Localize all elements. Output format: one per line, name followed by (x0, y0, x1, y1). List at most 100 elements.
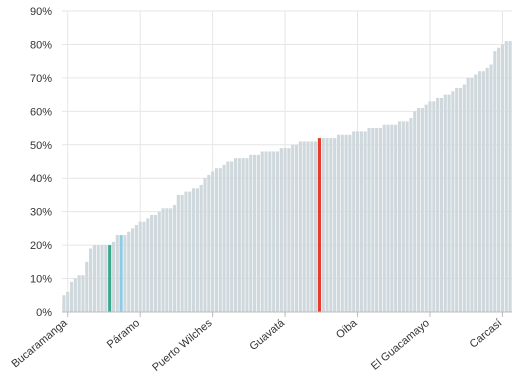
bar (406, 121, 409, 312)
bar (188, 192, 191, 312)
bar (295, 145, 298, 312)
x-tick-label: Puerto Wilches (150, 317, 215, 374)
bar (345, 135, 348, 312)
bar (234, 158, 237, 312)
bar (154, 215, 157, 312)
bar (184, 192, 187, 312)
bar (409, 118, 412, 312)
bar (74, 279, 77, 312)
bar (364, 131, 367, 312)
y-tick-label: 30% (30, 207, 52, 219)
bar (215, 168, 218, 312)
x-tick-label: Guavatá (247, 317, 287, 353)
bar (104, 245, 107, 312)
bar (428, 101, 431, 312)
bar (135, 225, 138, 312)
bar (329, 138, 332, 312)
bar (341, 135, 344, 312)
bar (455, 88, 458, 312)
bar (314, 141, 317, 312)
bar (276, 151, 279, 312)
bar (306, 141, 309, 312)
bar (367, 128, 370, 312)
bar (493, 51, 496, 312)
bar (478, 71, 481, 312)
bar (356, 131, 359, 312)
bar (497, 48, 500, 312)
bar (249, 155, 252, 312)
bar (474, 75, 477, 312)
bar (66, 292, 69, 312)
bar (337, 135, 340, 312)
bar (223, 165, 226, 312)
bar (470, 78, 473, 312)
y-tick-label: 10% (30, 274, 52, 286)
bar (280, 148, 283, 312)
bar (139, 222, 142, 312)
bar (230, 162, 233, 313)
axis-layer (62, 312, 512, 317)
bar (459, 88, 462, 312)
bar (505, 41, 508, 312)
y-tick-label: 70% (30, 73, 52, 85)
x-tick-label: El Guacamayo (369, 317, 432, 373)
bar (272, 151, 275, 312)
bar (219, 168, 222, 312)
bar (97, 245, 100, 312)
bar (261, 151, 264, 312)
bar (177, 195, 180, 312)
bar (173, 205, 176, 312)
bar (264, 151, 267, 312)
bar (387, 125, 390, 312)
bar (413, 111, 416, 312)
bar (112, 242, 115, 312)
bar (322, 138, 325, 312)
highlighted-bar (318, 138, 321, 312)
bar (207, 175, 210, 312)
bar (436, 98, 439, 312)
bar (390, 125, 393, 312)
x-tick-label: Oiba (334, 317, 360, 342)
y-tick-label: 40% (30, 173, 52, 185)
bar (325, 138, 328, 312)
bar (192, 188, 195, 312)
bar (509, 41, 512, 312)
bar (402, 121, 405, 312)
bar (85, 262, 88, 312)
bar (360, 131, 363, 312)
bar (162, 208, 165, 312)
y-tick-label: 0% (36, 307, 52, 319)
bar (62, 295, 65, 312)
bar (78, 275, 81, 312)
bar (425, 105, 428, 312)
bar (448, 95, 451, 312)
bar (440, 98, 443, 312)
bar (352, 131, 355, 312)
bar (371, 128, 374, 312)
y-tick-label: 50% (30, 140, 52, 152)
bar (303, 141, 306, 312)
bar (165, 208, 168, 312)
highlighted-bar (120, 235, 123, 312)
bar (211, 172, 214, 312)
bar (394, 125, 397, 312)
bar (348, 135, 351, 312)
bar (463, 85, 466, 312)
bar (100, 245, 103, 312)
bar (287, 148, 290, 312)
bar (253, 155, 256, 312)
x-tick-label: Páramo (105, 317, 142, 351)
bar (142, 222, 145, 312)
bar (169, 208, 172, 312)
bar (268, 151, 271, 312)
bar (127, 232, 130, 312)
bar (89, 248, 92, 312)
bar (451, 91, 454, 312)
bar (196, 188, 199, 312)
bar (417, 108, 420, 312)
bar (81, 275, 84, 312)
bar (383, 125, 386, 312)
bar (93, 245, 96, 312)
highlighted-bar (108, 245, 111, 312)
